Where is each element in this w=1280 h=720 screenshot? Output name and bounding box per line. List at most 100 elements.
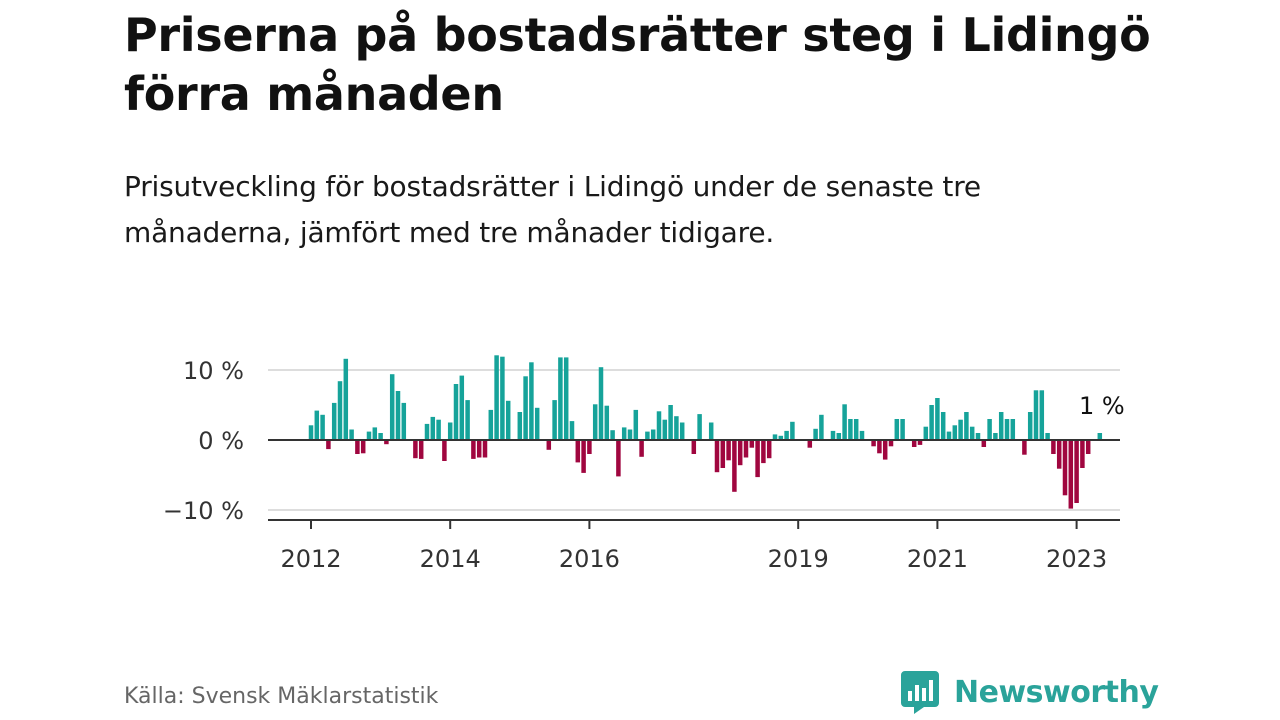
bar bbox=[1022, 440, 1027, 455]
bar bbox=[1056, 440, 1062, 469]
bar bbox=[784, 430, 789, 440]
bar bbox=[749, 440, 755, 448]
x-tick-label: 2021 bbox=[907, 545, 968, 573]
bar bbox=[418, 440, 424, 459]
bar bbox=[981, 440, 987, 447]
newsworthy-logo-icon bbox=[901, 671, 939, 714]
bar bbox=[940, 412, 946, 440]
bar bbox=[575, 440, 581, 463]
bar bbox=[732, 440, 737, 492]
bar bbox=[308, 425, 314, 440]
bar bbox=[500, 356, 505, 440]
bar bbox=[320, 414, 325, 440]
bar bbox=[465, 400, 470, 440]
bar-chart: 10 % 0 % −10 % 2012 2014 2016 2019 2021 2023 1 % bbox=[163, 355, 1125, 573]
bar bbox=[355, 440, 360, 454]
source-note: Källa: Svensk Mäklarstatistik bbox=[124, 684, 439, 709]
bar bbox=[853, 419, 859, 440]
y-tick-label: 10 % bbox=[183, 357, 244, 385]
bar bbox=[656, 411, 662, 440]
bar bbox=[778, 435, 784, 440]
bar bbox=[720, 440, 726, 468]
bar bbox=[546, 440, 552, 450]
bar bbox=[598, 367, 604, 440]
bar bbox=[813, 428, 818, 440]
bar bbox=[1033, 390, 1039, 440]
bar bbox=[563, 357, 569, 440]
bar bbox=[714, 440, 720, 473]
bar bbox=[621, 427, 627, 440]
y-tick-label: 0 % bbox=[198, 427, 244, 455]
y-tick-label: −10 % bbox=[163, 497, 244, 525]
bar bbox=[558, 357, 563, 440]
bar bbox=[442, 440, 447, 461]
bar bbox=[691, 440, 697, 454]
bar bbox=[1045, 433, 1050, 440]
bar bbox=[917, 440, 923, 445]
bar bbox=[726, 440, 731, 461]
bar bbox=[372, 427, 378, 440]
bar bbox=[964, 412, 969, 440]
x-tick-label: 2014 bbox=[420, 545, 481, 573]
bar bbox=[1080, 440, 1085, 468]
bar bbox=[952, 425, 958, 440]
bar bbox=[998, 412, 1004, 440]
bar bbox=[877, 440, 882, 454]
bar bbox=[737, 440, 743, 466]
bar bbox=[1027, 412, 1033, 440]
bar bbox=[674, 416, 679, 440]
bar bbox=[529, 362, 534, 440]
bar bbox=[587, 440, 592, 454]
bar bbox=[639, 440, 644, 457]
x-tick-label: 2012 bbox=[280, 545, 341, 573]
x-tick-label: 2016 bbox=[559, 545, 620, 573]
bar bbox=[679, 422, 685, 440]
bar bbox=[987, 419, 992, 440]
bar bbox=[848, 419, 853, 440]
bar bbox=[401, 402, 407, 440]
bar bbox=[343, 358, 349, 440]
bar bbox=[494, 355, 499, 440]
bar bbox=[761, 440, 766, 464]
bar bbox=[1068, 440, 1074, 509]
x-tick-label: 2023 bbox=[1046, 545, 1107, 573]
bar bbox=[1004, 419, 1010, 440]
bar bbox=[969, 426, 975, 440]
bar bbox=[326, 440, 331, 450]
brand-logo: Newsworthy bbox=[900, 668, 1159, 716]
bar bbox=[413, 440, 418, 459]
bar bbox=[360, 440, 366, 454]
chart-title: Priserna på bostadsrätter steg i Lidingö… bbox=[124, 8, 1151, 121]
bar bbox=[888, 440, 894, 447]
bar bbox=[523, 376, 528, 440]
bar bbox=[975, 433, 981, 440]
bar bbox=[633, 409, 639, 440]
bar bbox=[610, 430, 615, 440]
latest-value-annotation: 1 % bbox=[1079, 392, 1125, 420]
bar bbox=[471, 440, 476, 459]
bar bbox=[755, 440, 760, 478]
bar bbox=[923, 426, 929, 440]
chart-subtitle: Prisutveckling för bostadsrätter i Lidin… bbox=[124, 170, 981, 249]
bar bbox=[505, 400, 511, 440]
bar bbox=[668, 405, 673, 440]
bar bbox=[935, 398, 940, 440]
bar bbox=[453, 384, 459, 440]
bar bbox=[871, 440, 876, 447]
bar bbox=[1062, 440, 1068, 496]
bar bbox=[395, 391, 401, 440]
bar bbox=[743, 440, 749, 458]
bar bbox=[900, 419, 905, 440]
bar bbox=[627, 429, 633, 440]
bar bbox=[1074, 440, 1079, 503]
bar bbox=[1039, 390, 1045, 440]
bar bbox=[436, 419, 441, 440]
bar bbox=[662, 419, 668, 440]
bar bbox=[389, 374, 395, 440]
bar bbox=[708, 422, 714, 440]
bar bbox=[790, 421, 795, 440]
bar bbox=[911, 440, 917, 447]
bar bbox=[958, 419, 963, 440]
bar bbox=[430, 416, 436, 440]
bar bbox=[482, 440, 488, 458]
